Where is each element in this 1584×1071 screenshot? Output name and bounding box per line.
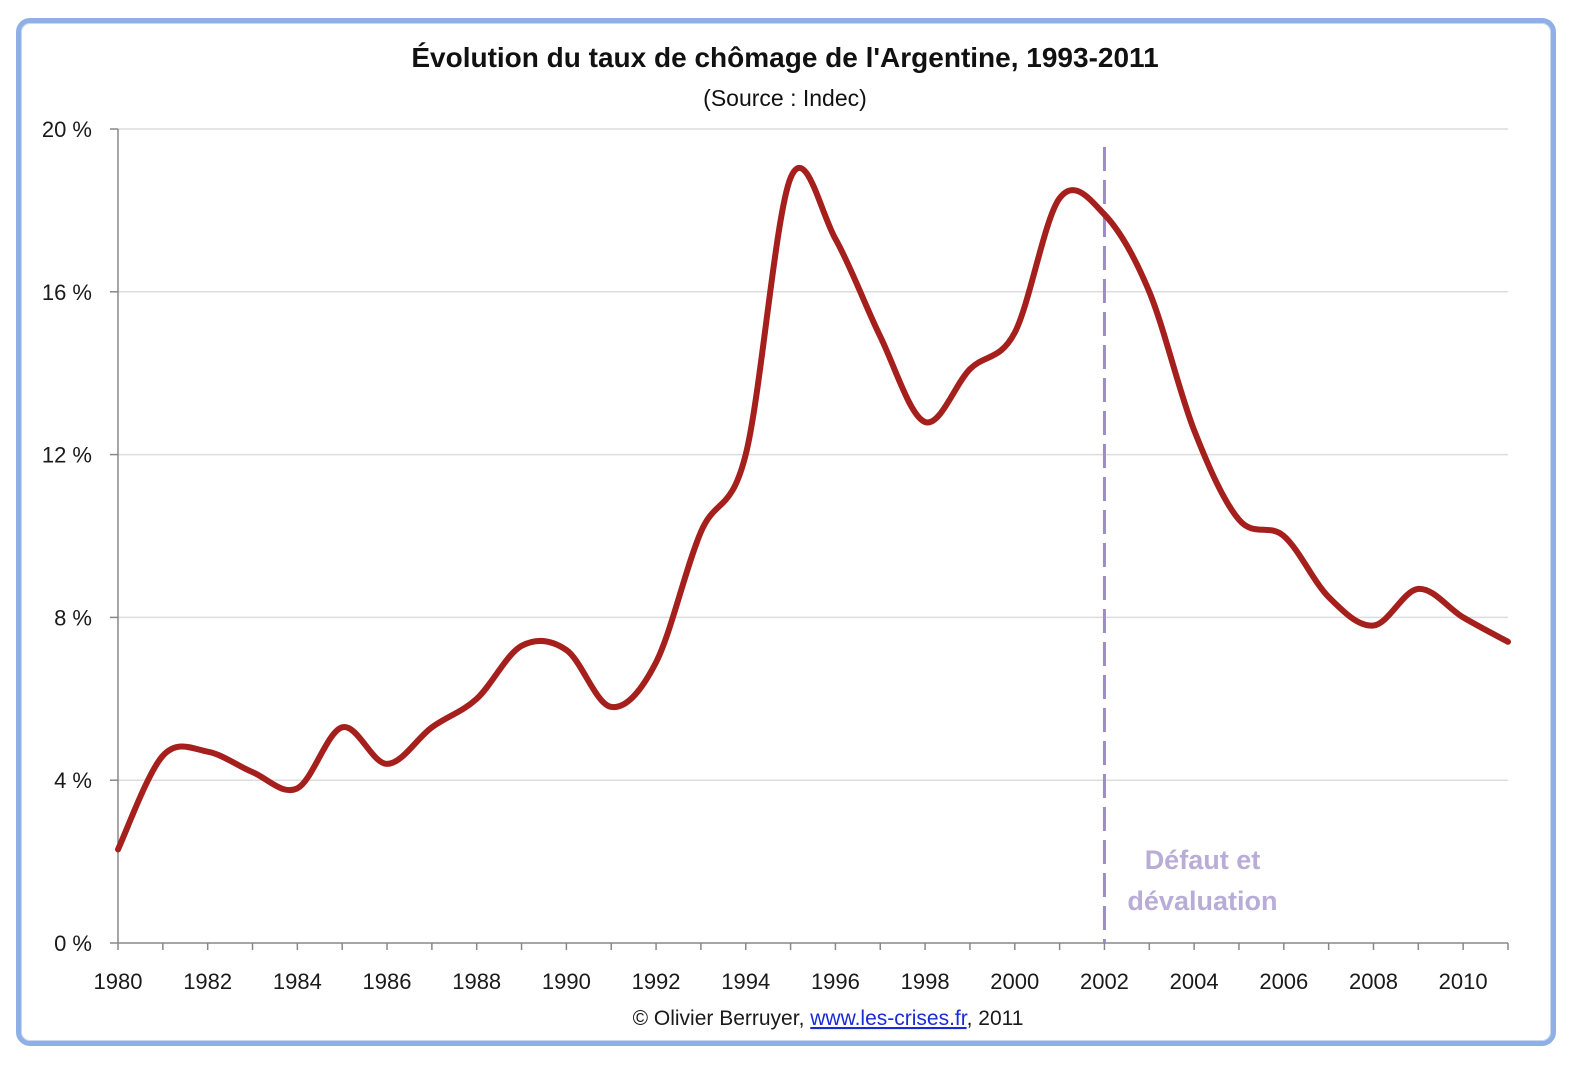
x-tick-label: 1994 <box>721 969 770 994</box>
annotation-label: Défaut et <box>1145 845 1261 875</box>
chart-subtitle: (Source : Indec) <box>703 85 867 111</box>
data-point-1986 <box>384 761 390 767</box>
axes <box>110 128 1509 950</box>
data-point-2001 <box>1057 195 1063 201</box>
x-tick-label: 1984 <box>273 969 322 994</box>
y-tick-label: 0 % <box>54 931 92 956</box>
data-point-1999 <box>967 366 973 372</box>
y-tick-label: 8 % <box>54 605 92 630</box>
x-tick-labels: 1980 1982 1984 1986 1988 1990 1992 1994 1996 1998… <box>94 969 1488 994</box>
gridlines <box>118 128 1508 781</box>
x-tick-label: 2006 <box>1259 969 1308 994</box>
x-tick-label: 1986 <box>363 969 412 994</box>
x-tick-label: 2000 <box>990 969 1039 994</box>
x-tick-label: 2002 <box>1080 969 1129 994</box>
x-tick-label: 1998 <box>901 969 950 994</box>
y-tick-labels: 0 % 4 % 8 % 12 % 16 % 20 % <box>42 117 92 956</box>
data-point-1990 <box>563 647 569 653</box>
data-point-1989 <box>519 643 525 649</box>
data-point-1982 <box>205 749 211 755</box>
data-point-1991 <box>608 704 614 710</box>
data-point-1994 <box>743 452 749 458</box>
x-tick-label: 2008 <box>1349 969 1398 994</box>
y-tick-label: 16 % <box>42 280 92 305</box>
y-tick-label: 12 % <box>42 443 92 468</box>
y-tick-label: 20 % <box>42 117 92 142</box>
y-tick-label: 4 % <box>54 768 92 793</box>
x-tick-label: 1992 <box>632 969 681 994</box>
data-point-2000 <box>1012 330 1018 336</box>
data-point-1985 <box>339 724 345 730</box>
copyright-credit: © Olivier Berruyer, www.les-crises.fr, 2… <box>633 1007 1024 1030</box>
annotation-label: dévaluation <box>1127 886 1277 916</box>
data-point-1981 <box>160 753 166 759</box>
data-point-1988 <box>474 696 480 702</box>
credit-prefix: © Olivier Berruyer, <box>633 1007 811 1030</box>
x-tick-label: 2004 <box>1170 969 1219 994</box>
data-point-1998 <box>922 419 928 425</box>
x-tick-label: 1988 <box>452 969 501 994</box>
data-point-1987 <box>429 724 435 730</box>
x-tick-label: 2010 <box>1439 969 1488 994</box>
data-point-1997 <box>877 334 883 340</box>
data-point-1983 <box>250 769 256 775</box>
data-point-2005 <box>1236 517 1242 523</box>
data-point-2008 <box>1370 623 1376 629</box>
data-point-2007 <box>1326 594 1332 600</box>
data-point-2004 <box>1191 427 1197 433</box>
credit-suffix: , 2011 <box>967 1007 1024 1030</box>
data-point-1992 <box>653 659 659 665</box>
annotation-group: Défaut et dévaluation <box>1102 147 1277 943</box>
unemployment-series-line <box>115 165 1511 853</box>
data-point-1993 <box>698 529 704 535</box>
data-point-1995 <box>788 175 794 181</box>
data-point-1996 <box>832 236 838 242</box>
series-group <box>115 165 1511 853</box>
data-point-2009 <box>1415 586 1421 592</box>
x-tick-label: 1990 <box>542 969 591 994</box>
credit-link[interactable]: www.les-crises.fr <box>809 1007 968 1030</box>
data-point-1984 <box>294 785 300 791</box>
data-point-1980 <box>115 846 121 852</box>
data-point-2002 <box>1101 211 1107 217</box>
chart-title: Évolution du taux de chômage de l'Argent… <box>411 42 1158 73</box>
x-tick-label: 1980 <box>94 969 143 994</box>
x-tick-label: 1996 <box>811 969 860 994</box>
data-point-2006 <box>1281 533 1287 539</box>
data-point-2011 <box>1505 639 1511 645</box>
x-tick-label: 1982 <box>183 969 232 994</box>
data-point-2003 <box>1146 289 1152 295</box>
data-point-2010 <box>1460 614 1466 620</box>
